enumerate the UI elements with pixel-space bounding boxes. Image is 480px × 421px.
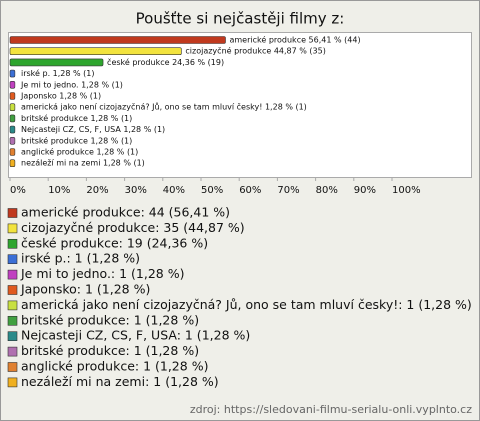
legend-swatch (7, 300, 18, 311)
legend-label: Japonsko: 1 (1,28 %) (20, 282, 150, 297)
legend-swatch (7, 208, 18, 218)
legend-label: britské produkce: 1 (1,28 %) (21, 343, 199, 358)
legend-label: české produkce: 19 (24,36 %) (21, 235, 208, 250)
chart-title: Poušťte si nejčastěji filmy z: (136, 10, 345, 28)
legend-label: Je mi to jedno.: 1 (1,28 %) (20, 266, 184, 281)
bar (9, 92, 16, 100)
legend-label: americké produkce: 44 (56,41 %) (21, 205, 230, 220)
bar (9, 137, 16, 145)
bar-label: Je mi to jedno. 1,28 % (1) (20, 80, 123, 89)
legend-label: americká jako není cizojazyčná? Jů, ono … (21, 297, 472, 312)
x-tick-label: 30% (125, 185, 147, 196)
bar-label: cizojazyčné produkce 44,87 % (35) (185, 46, 325, 56)
bar-label: britské produkce 1,28 % (1) (21, 135, 132, 145)
bar-label: britské produkce 1,28 % (1) (21, 113, 132, 123)
x-tick-label: 100% (392, 185, 421, 196)
legend-label: anglické produkce: 1 (1,28 %) (21, 359, 208, 374)
bar (9, 69, 16, 78)
legend-swatch (7, 269, 18, 280)
bar-label: americká jako není cizojazyčná? Jů, ono … (21, 102, 307, 112)
bar-label: irské p. 1,28 % (1) (21, 68, 95, 78)
x-tick-label: 20% (86, 185, 108, 196)
legend-swatch (7, 239, 18, 249)
source: zdroj: https://sledovani-filmu-serialu-o… (190, 403, 472, 416)
bar (9, 36, 226, 44)
bar-label: anglické produkce 1,28 % (1) (21, 147, 138, 157)
bar (9, 47, 182, 56)
x-tick-label: 60% (239, 185, 261, 196)
bar (9, 148, 16, 156)
x-tick-label: 80% (316, 185, 338, 196)
bar (9, 103, 16, 111)
legend-swatch (7, 362, 18, 372)
legend-swatch (7, 315, 18, 326)
legend-label: irské p.: 1 (1,28 %) (21, 251, 140, 266)
x-tick-label: 50% (201, 185, 223, 196)
x-tick-label: 40% (163, 185, 185, 196)
bar (9, 125, 16, 134)
legend-swatch (7, 377, 18, 388)
plot-area (8, 32, 472, 178)
bar (9, 58, 104, 67)
bar (9, 159, 16, 167)
legend-swatch (7, 223, 18, 234)
legend-label: cizojazyčné produkce: 35 (44,87 %) (21, 220, 245, 235)
x-tick-label: 0% (10, 185, 26, 196)
x-tick-label: 70% (277, 185, 299, 196)
x-tick-label: 90% (354, 185, 376, 196)
legend-swatch (7, 285, 18, 295)
bar (9, 81, 16, 89)
bar (9, 114, 16, 123)
legend-swatch (7, 254, 18, 264)
bar-label: české produkce 24,36 % (19) (107, 57, 224, 67)
bar-label: americké produkce 56,41 % (44) (229, 35, 360, 45)
legend-label: Nejcasteji CZ, CS, F, USA: 1 (1,28 %) (21, 328, 250, 343)
legend-swatch (7, 346, 18, 357)
bar-label: Japonsko 1,28 % (1) (20, 92, 101, 101)
bar-label: Nejcasteji CZ, CS, F, USA 1,28 % (1) (21, 125, 165, 134)
x-tick-label: 10% (48, 185, 70, 196)
bar-label: nezáleží mi na zemi 1,28 % (1) (21, 159, 145, 168)
legend-label: britské produkce: 1 (1,28 %) (21, 312, 199, 327)
legend-label: nezáleží mi na zemi: 1 (1,28 %) (21, 374, 219, 389)
legend-swatch (7, 331, 18, 342)
